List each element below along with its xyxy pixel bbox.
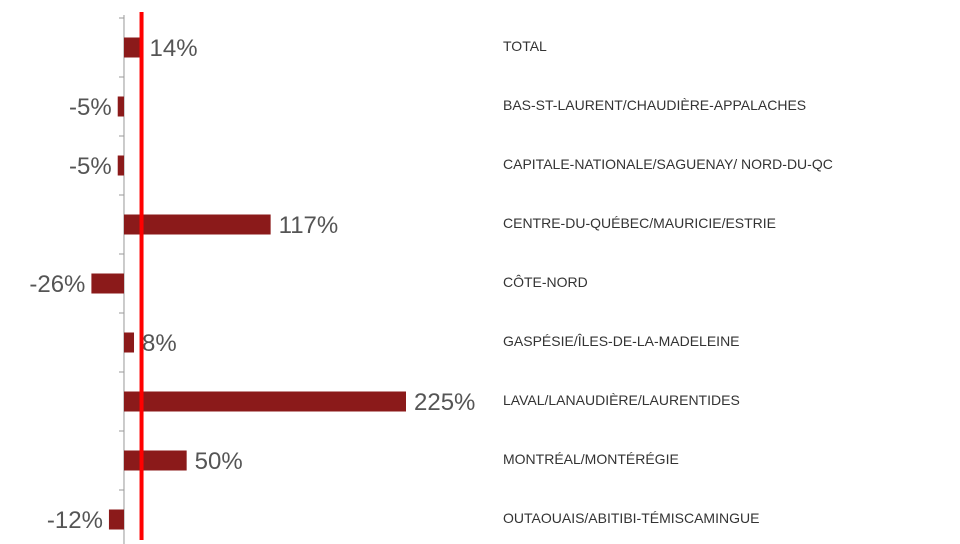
category-label: CAPITALE-NATIONALE/SAGUENAY/ NORD-DU-QC [503,156,833,172]
value-label: 50% [195,448,243,475]
value-label: -5% [69,94,112,121]
value-label: -26% [29,271,85,298]
value-label: 117% [279,212,339,239]
bar [123,37,142,58]
category-label: BAS-ST-LAURENT/CHAUDIÈRE-APPALACHES [503,97,806,113]
category-label: TOTAL [503,38,547,54]
value-label: -5% [69,153,112,180]
category-label: OUTAOUAIS/ABITIBI-TÉMISCAMINGUE [503,510,759,526]
bar [123,332,135,353]
category-label: CÔTE-NORD [503,274,588,290]
bar [123,391,407,412]
bar [117,155,124,176]
bar [91,273,124,294]
value-label: 225% [414,389,475,416]
bar [123,450,187,471]
value-label: 8% [142,330,177,357]
category-label: GASPÉSIE/ÎLES-DE-LA-MADELEINE [503,333,740,349]
category-label: MONTRÉAL/MONTÉRÉGIE [503,451,679,467]
value-label: -12% [47,507,103,534]
bar [123,214,271,235]
bar [117,96,124,117]
bar [108,509,124,530]
category-label: LAVAL/LANAUDIÈRE/LAURENTIDES [503,392,740,408]
category-label: CENTRE-DU-QUÉBEC/MAURICIE/ESTRIE [503,215,776,231]
value-label: 14% [150,35,198,62]
